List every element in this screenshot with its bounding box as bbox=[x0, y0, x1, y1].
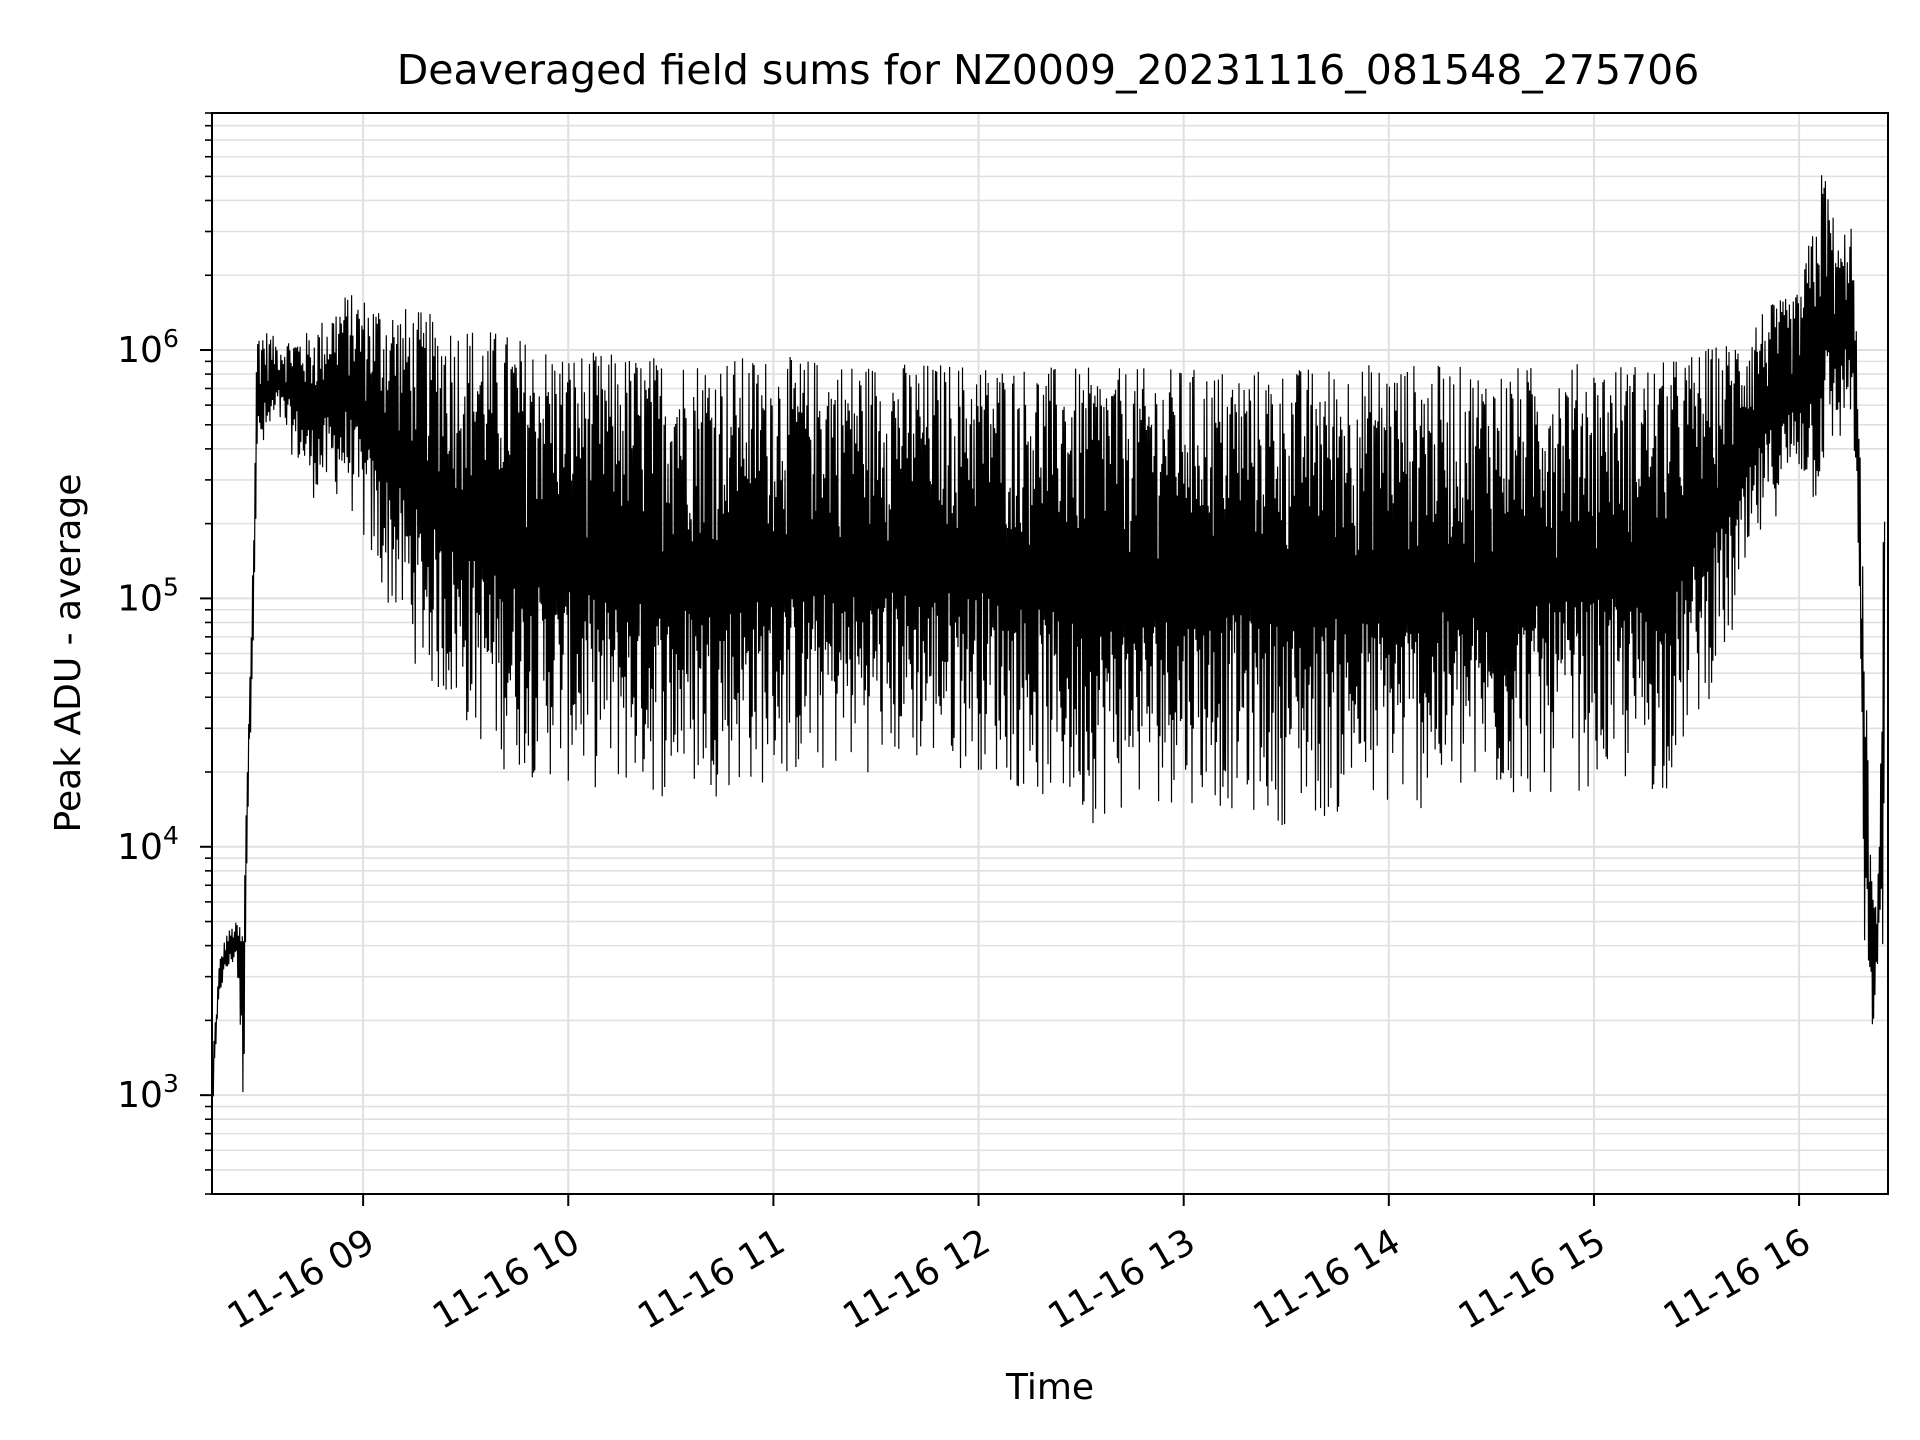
series-layer bbox=[212, 175, 1886, 1097]
y-axis-label: Peak ADU - average bbox=[48, 474, 89, 833]
series-line bbox=[212, 175, 1886, 1097]
chart-title: Deaveraged field sums for NZ0009_2023111… bbox=[397, 46, 1700, 94]
y-tick-label: 103 bbox=[117, 1069, 179, 1116]
y-tick-label: 105 bbox=[117, 572, 179, 619]
x-axis-label: Time bbox=[1005, 1367, 1094, 1408]
y-axis: 103 104 105 106 bbox=[117, 112, 212, 1195]
y-tick-label: 104 bbox=[117, 821, 179, 868]
y-tick-label: 106 bbox=[117, 324, 179, 371]
